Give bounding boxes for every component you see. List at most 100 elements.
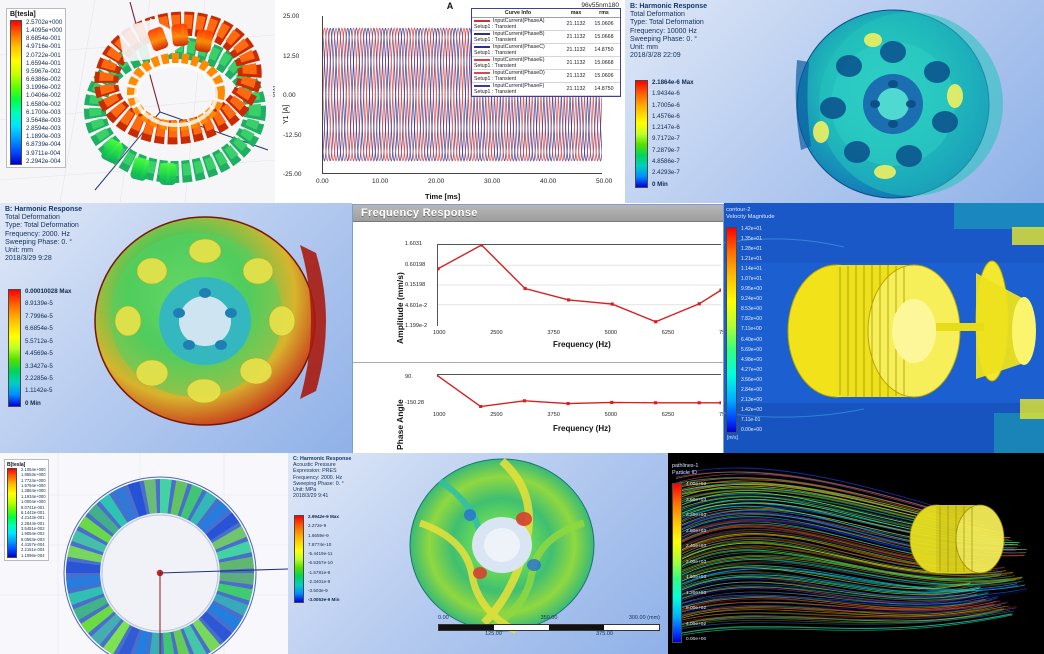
legend-max-value: 21.1132 xyxy=(562,86,590,92)
phase-x-tick: 1000 xyxy=(433,412,445,418)
amplitude-y-tick: 4.601e-2 xyxy=(405,303,427,309)
legend-tick-list: 1.42e+01 1.35e+01 1.28e+01 1.21e+01 1.14e+01… xyxy=(737,227,762,433)
legend-setup-name: Setup1 : Transient xyxy=(474,76,562,82)
legend-title: B[tesla] xyxy=(10,11,62,18)
legend-tick: 1.0406e-002 xyxy=(26,93,62,99)
panel-fluent-velocity-magnitude: 1.42e+01 1.35e+01 1.28e+01 1.21e+01 1.14e+01… xyxy=(724,203,1044,453)
scalebar-label-left: 0.00 xyxy=(438,615,449,621)
legend-rms-value: 15.0606 xyxy=(590,21,618,27)
phase-x-tick: 2500 xyxy=(490,412,502,418)
y-tick: 0.00 xyxy=(283,92,296,99)
panel-harmonic-response-2000hz: B: Harmonic Response Total Deformation Typ… xyxy=(0,203,352,453)
legend-tick: 1.6594e-001 xyxy=(26,61,62,67)
amplitude-plot-area xyxy=(437,244,721,326)
legend-tick: 4.98e+00 xyxy=(741,358,762,363)
window-frequency-response[interactable]: Frequency Response Amplitude (mm/s) xyxy=(352,204,724,454)
legend-tick: 0.00010028 Max xyxy=(25,289,71,295)
legend-tick: 3.20e+03 xyxy=(686,514,706,519)
panel-pathlines-particle-id: 4.00e+03 3.60e+03 3.20e+03 2.80e+03 2.40e+03… xyxy=(668,453,1044,654)
color-bar xyxy=(7,468,17,558)
phase-x-tick: 5000 xyxy=(605,412,617,418)
data-point xyxy=(698,401,701,404)
legend-tick: 3.9711e-004 xyxy=(26,151,62,157)
legend-tick-list: 2.5702e+000 1.4095e+000 8.6854e-001 4.9716e… xyxy=(22,20,62,165)
legend-header-max: max xyxy=(562,10,590,16)
legend-tick: 3.1996e-002 xyxy=(26,85,62,91)
legend-setup-name: Setup1 : Transient xyxy=(474,24,562,30)
legend-curve-name: InputCurrent(PhaseC) Setup1 : Transient xyxy=(474,44,562,56)
phase-y-axis-title: Phase Angle xyxy=(395,399,405,450)
legend-color-swatch xyxy=(474,33,490,35)
data-point xyxy=(523,287,526,290)
legend-tick: 1.28e+01 xyxy=(741,247,762,252)
legend-tick: 9.7172e-7 xyxy=(652,136,694,142)
legend-tick: 1.0004e+000 xyxy=(21,500,46,504)
legend-tick: 1.4576e-6 xyxy=(652,114,694,120)
legend-curve-name: InputCurrent(PhaseE) Setup1 : Transient xyxy=(474,57,562,69)
legend-tick: -5.4419e-11 xyxy=(308,552,339,557)
data-point xyxy=(654,320,657,323)
amplitude-y-tick: 1.199e-2 xyxy=(405,323,427,329)
scalebar-track xyxy=(438,624,660,631)
legend-tick: 0 Min xyxy=(652,182,694,188)
data-point xyxy=(719,289,721,292)
legend-tick: 3.3427e-5 xyxy=(25,364,71,370)
legend-tick: 5.69e+00 xyxy=(741,348,762,353)
data-point xyxy=(610,401,613,404)
legend-tick: 7.8774e-10 xyxy=(308,543,339,548)
color-bar xyxy=(672,483,682,643)
results-collage: B[tesla] 2.5702e+000 1.4095e+000 8.6854e-0… xyxy=(0,0,1044,654)
legend-tick: 1.2147e-6 xyxy=(652,125,694,131)
legend-rms-value: 14.8750 xyxy=(590,47,618,53)
legend-curve-name: InputCurrent(PhaseB) Setup1 : Transient xyxy=(474,31,562,43)
legend-flux-density-2d: B[tesla] 2.1054e+000 1.9553e+000 1.7724e+0… xyxy=(4,459,49,561)
legend-tick: 4.00e+02 xyxy=(686,623,706,628)
legend-tick-list: 2.9942e-9 Max 2.272e-9 1.6659e-9 7.8774e-10… xyxy=(304,515,339,603)
panel-transient-current-chart: A 96v55nm180 Y1 [A] 25.00 12.50 0.00 -12.50… xyxy=(275,0,625,204)
window-title-bar[interactable]: Frequency Response xyxy=(353,205,723,222)
legend-tick: 1.60e+03 xyxy=(686,576,706,581)
phase-y-tick: -150.28 xyxy=(405,400,424,406)
legend-total-deformation-10000hz: 2.1864e-6 Max 1.9434e-6 1.7005e-6 1.4576e-6… xyxy=(635,80,694,188)
legend-tick-list: 2.1864e-6 Max 1.9434e-6 1.7005e-6 1.4576e-6… xyxy=(648,80,694,188)
legend-tick-list: 2.1054e+000 1.9553e+000 1.7724e+000 1.5794e… xyxy=(17,468,46,558)
amplitude-x-tick: 1000 xyxy=(433,330,445,336)
legend-tick: 1.07e+01 xyxy=(741,277,762,282)
legend-tick: -1.5781e-9 xyxy=(308,571,339,576)
phase-x-tick: 6250 xyxy=(662,412,674,418)
phase-x-axis-title: Frequency (Hz) xyxy=(553,424,611,433)
data-point xyxy=(654,401,657,404)
legend-tick: 2.0722e-001 xyxy=(26,53,62,59)
legend-max-value: 21.1132 xyxy=(562,21,590,27)
legend-tick: 2.4293e-7 xyxy=(652,170,694,176)
legend-tick: 1.1096e-004 xyxy=(21,554,46,558)
x-tick: 0.00 xyxy=(316,178,329,185)
data-point xyxy=(523,399,526,402)
legend-total-deformation-2000hz: 0.00010028 Max 8.9139e-5 7.7996e-5 6.6854e-… xyxy=(8,289,71,407)
legend-tick: 1.35e+01 xyxy=(741,237,762,242)
x-axis-title: Time [ms] xyxy=(425,192,460,201)
legend-tick: 6.6386e-002 xyxy=(26,77,62,83)
panel-harmonic-response-10000hz: B: Harmonic Response Total Deformation Typ… xyxy=(625,0,1044,203)
legend-tick: 2.13e+00 xyxy=(741,398,762,403)
legend-tick: 2.2151e-004 xyxy=(21,548,46,552)
scalebar-label-right: 300.00 (mm) xyxy=(629,615,660,621)
legend-tick: 2.1864e-6 Max xyxy=(652,80,694,86)
legend-tick: 6.8739e-004 xyxy=(26,142,62,148)
legend-tick: 8.00e+02 xyxy=(686,607,706,612)
legend-row: InputCurrent(PhaseD) Setup1 : Transient 21… xyxy=(472,70,620,83)
legend-row: InputCurrent(PhaseB) Setup1 : Transient 21… xyxy=(472,31,620,44)
color-bar xyxy=(726,227,737,433)
legend-flux-density-3d: B[tesla] 2.5702e+000 1.4095e+000 8.6854e-0… xyxy=(6,8,66,168)
legend-tick: 3.5648e-003 xyxy=(26,118,62,124)
color-bar xyxy=(294,515,304,603)
legend-tick: 8.6854e-001 xyxy=(26,36,62,42)
legend-tick: 2.84e+00 xyxy=(741,388,762,393)
y-tick: 25.00 xyxy=(283,13,299,20)
curve-info-legend: Curve Info max rms InputCurrent(PhaseA) S… xyxy=(471,8,621,97)
legend-tick: 2.40e+03 xyxy=(686,545,706,550)
legend-header-curve-info: Curve Info xyxy=(474,10,562,16)
legend-tick: 4.2143e-001 xyxy=(21,516,46,520)
y-tick: -25.00 xyxy=(283,171,301,178)
legend-tick-list: 4.00e+03 3.60e+03 3.20e+03 2.80e+03 2.40e+03… xyxy=(682,483,706,643)
